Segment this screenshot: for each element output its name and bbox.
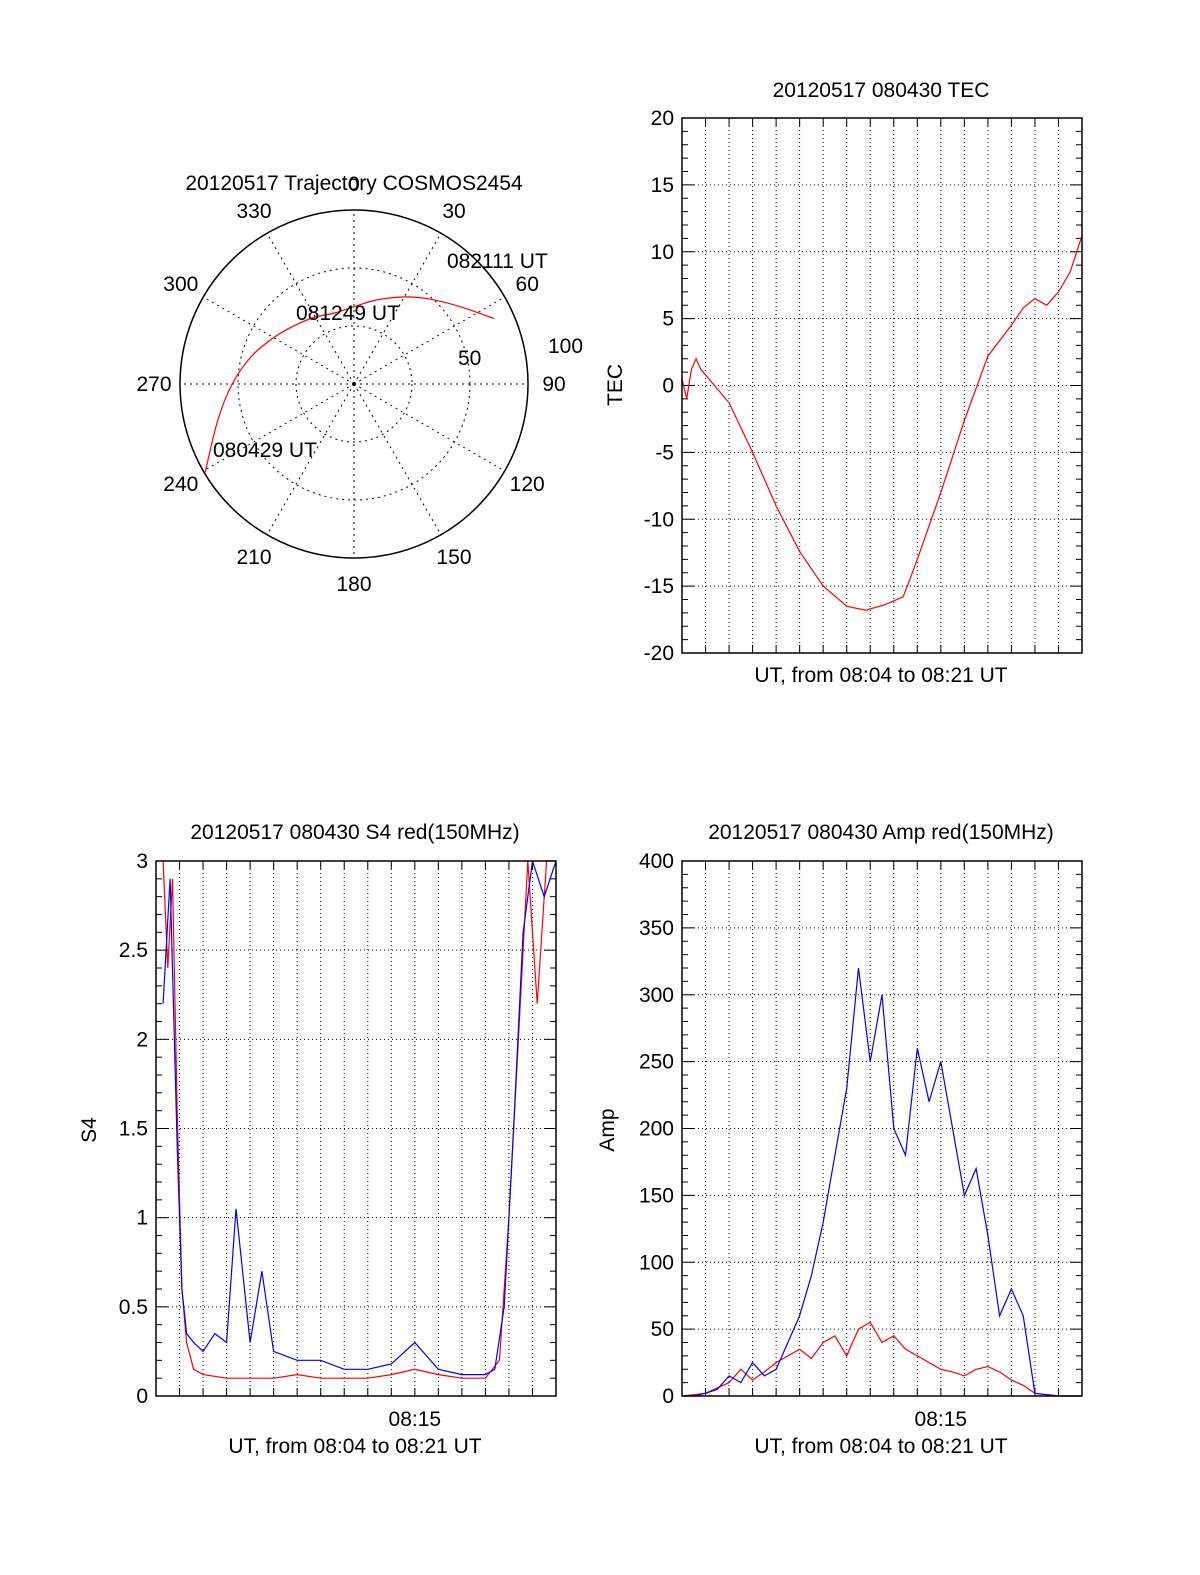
x-tick-label-08:15: 08:15	[389, 1408, 442, 1431]
polar-ring-0	[295, 325, 413, 443]
azimuth-label-90: 90	[542, 373, 565, 396]
azimuth-label-330: 330	[236, 200, 271, 223]
x-tick-label-08:15: 08:15	[915, 1408, 968, 1431]
s4-red-series-line	[162, 860, 556, 1379]
polar-grid	[179, 209, 529, 559]
s4-panel: 20120517 080430 S4 red(150MHz) 3 2.5 2 1.5 1…	[78, 821, 557, 1458]
amp-plot-frame	[681, 860, 1083, 1397]
s4-grid	[156, 860, 556, 1397]
y-tick-label-0: 0	[662, 1385, 674, 1408]
amp-y-tick-labels: 400 350 300 250 200 150 100 50 0	[639, 850, 674, 1408]
polar-spoke-120	[353, 383, 505, 472]
radial-label-100: 100	[548, 335, 583, 358]
y-tick-label-10: 10	[651, 241, 674, 264]
polar-spoke-300	[203, 296, 355, 385]
amp-x-axis-label: UT, from 08:04 to 08:21 UT	[754, 1435, 1007, 1458]
amp-grid	[682, 860, 1082, 1397]
s4-plot-frame	[155, 860, 557, 1397]
azimuth-label-30: 30	[442, 200, 465, 223]
y-tick-label-400: 400	[639, 850, 674, 873]
y-tick-label--20: -20	[644, 642, 674, 665]
azimuth-label-240: 240	[163, 473, 198, 496]
y-tick-label--15: -15	[644, 575, 674, 598]
tec-x-axis-label: UT, from 08:04 to 08:21 UT	[754, 664, 1007, 687]
amp-y-axis-label: Amp	[596, 1108, 619, 1151]
azimuth-label-300: 300	[163, 273, 198, 296]
y-tick-label-350: 350	[639, 917, 674, 940]
polar-spoke-60	[353, 296, 505, 385]
y-tick-label-1: 1	[136, 1207, 148, 1230]
s4-y-axis-label: S4	[78, 1117, 101, 1143]
trajectory-title: 20120517 Trajectory COSMOS2454	[185, 172, 523, 195]
azimuth-label-270: 270	[136, 373, 171, 396]
y-tick-label--5: -5	[655, 441, 674, 464]
amp-title: 20120517 080430 Amp red(150MHz)	[708, 821, 1054, 844]
polar-azimuth-labels: 0 30 60 90 120 150 180 210 240 270 300 330	[136, 173, 565, 596]
y-tick-label-1.5: 1.5	[119, 1118, 148, 1141]
trajectory-panel: 20120517 Trajectory COSMOS2454 0 30 60 90 12…	[136, 172, 583, 596]
azimuth-label-210: 210	[236, 546, 271, 569]
y-tick-label-150: 150	[639, 1184, 674, 1207]
y-tick-label-3: 3	[136, 850, 148, 873]
annotation-start-time: 080429 UT	[213, 439, 317, 462]
s4-x-axis-label: UT, from 08:04 to 08:21 UT	[228, 1435, 481, 1458]
y-tick-label-50: 50	[651, 1318, 674, 1341]
tec-series-line	[681, 235, 1083, 611]
azimuth-label-150: 150	[436, 546, 471, 569]
amp-blue-series-line	[682, 967, 1082, 1397]
y-tick-label-200: 200	[639, 1118, 674, 1141]
y-tick-label-5: 5	[662, 308, 674, 331]
s4-title: 20120517 080430 S4 red(150MHz)	[190, 821, 519, 844]
polar-outer-circle	[179, 209, 529, 559]
tec-y-axis-label: TEC	[604, 364, 627, 406]
y-tick-label--10: -10	[644, 508, 674, 531]
amp-panel: 20120517 080430 Amp red(150MHz) 400 350 30…	[596, 821, 1083, 1458]
y-tick-label-250: 250	[639, 1051, 674, 1074]
y-tick-label-2.5: 2.5	[119, 939, 148, 962]
azimuth-label-120: 120	[510, 473, 545, 496]
polar-spoke-240	[203, 383, 355, 472]
tec-title: 20120517 080430 TEC	[773, 79, 990, 102]
y-tick-label-0: 0	[662, 375, 674, 398]
y-tick-label-2: 2	[136, 1028, 148, 1051]
s4-y-tick-labels: 3 2.5 2 1.5 1 0.5 0	[119, 850, 148, 1408]
s4-blue-series-line	[162, 860, 557, 1376]
trajectory-line	[204, 296, 495, 474]
annotation-end-time: 082111 UT	[447, 250, 548, 273]
polar-spoke-210	[266, 383, 355, 535]
azimuth-label-0: 0	[348, 173, 360, 196]
y-tick-label-15: 15	[651, 174, 674, 197]
y-tick-label-0: 0	[136, 1385, 148, 1408]
polar-spoke-150	[353, 383, 442, 535]
tec-panel: 20120517 080430 TEC 20151050-5-10-15-20 …	[604, 79, 1083, 687]
y-tick-label-300: 300	[639, 984, 674, 1007]
tec-y-tick-labels: 20 15 10 5 0 -5 -10 -15 -20	[644, 107, 674, 665]
y-tick-label-0.5: 0.5	[119, 1296, 148, 1319]
y-tick-label-20: 20	[651, 107, 674, 130]
polar-spoke-330	[266, 233, 355, 385]
azimuth-label-60: 60	[516, 273, 539, 296]
tec-plot-frame	[681, 117, 1083, 654]
amp-red-series-line	[681, 1321, 1082, 1397]
s4-x-tick-labels: 08:15	[389, 1408, 442, 1431]
amp-x-tick-labels: 08:15	[915, 1408, 968, 1431]
y-tick-label-100: 100	[639, 1251, 674, 1274]
annotation-mid-time: 081249 UT	[296, 302, 400, 325]
tec-grid	[682, 117, 1082, 654]
azimuth-label-180: 180	[336, 573, 371, 596]
polar-spoke-30	[353, 233, 442, 385]
radial-label-50: 50	[458, 347, 481, 370]
